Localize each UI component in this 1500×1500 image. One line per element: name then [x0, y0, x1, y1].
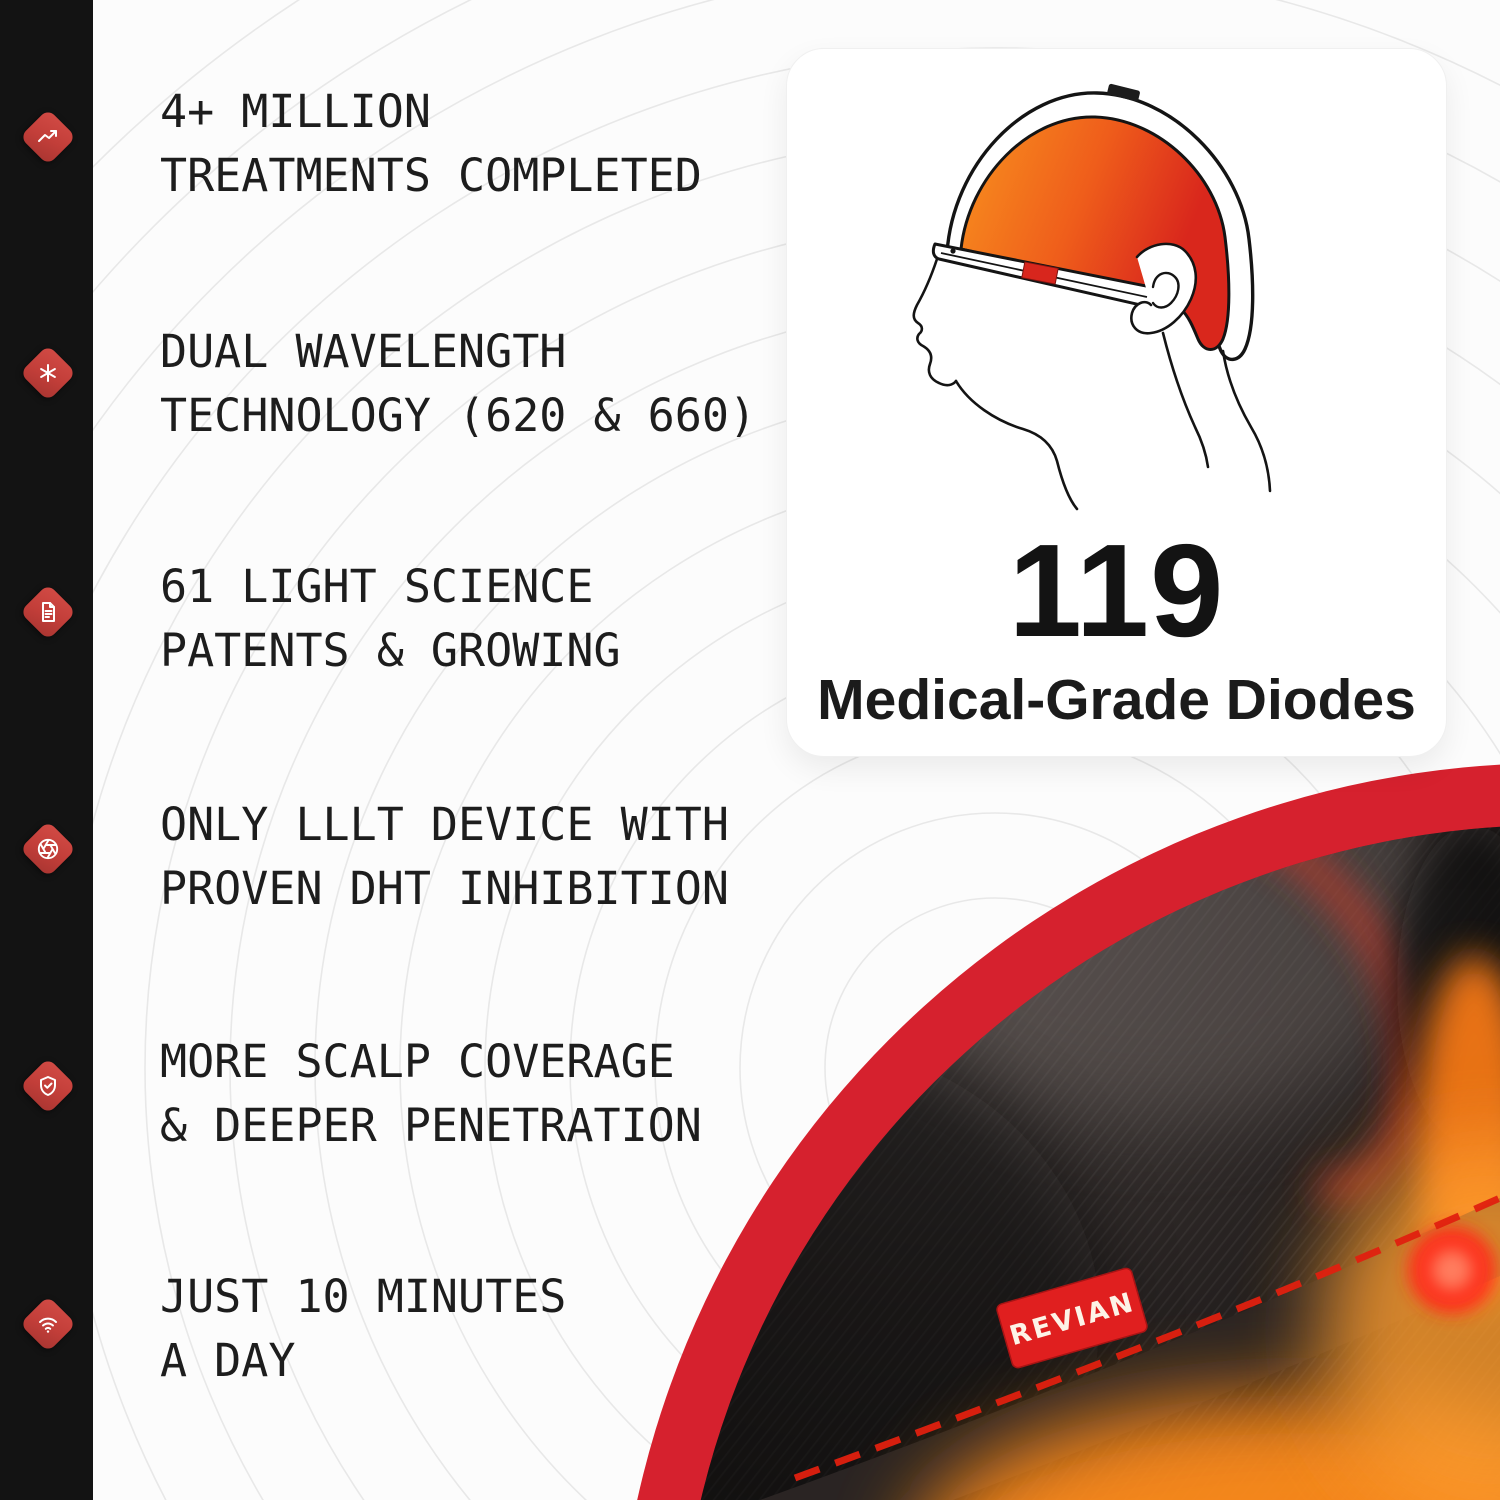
wifi-icon — [19, 1295, 77, 1353]
feature-minutes: JUST 10 MINUTES A DAY — [160, 1265, 566, 1393]
feature-treatments: 4+ MILLION TREATMENTS COMPLETED — [160, 80, 702, 208]
feature-line: TREATMENTS COMPLETED — [160, 149, 702, 202]
diodes-stat-card: 119 Medical-Grade Diodes — [786, 48, 1447, 757]
feature-line: & DEEPER PENETRATION — [160, 1099, 702, 1152]
head-helmet-illustration — [912, 83, 1272, 511]
feature-line: TECHNOLOGY (620 & 660) — [160, 389, 757, 442]
trending-up-icon — [19, 108, 77, 166]
feature-dht: ONLY LLLT DEVICE WITH PROVEN DHT INHIBIT… — [160, 793, 729, 921]
feature-line: PROVEN DHT INHIBITION — [160, 862, 729, 915]
feature-patents: 61 LIGHT SCIENCE PATENTS & GROWING — [160, 555, 621, 683]
feature-line: 61 LIGHT SCIENCE — [160, 560, 594, 613]
feature-line: JUST 10 MINUTES — [160, 1270, 567, 1323]
aperture-icon — [19, 820, 77, 878]
feature-line: MORE SCALP COVERAGE — [160, 1035, 675, 1088]
document-icon — [19, 583, 77, 641]
feature-line: ONLY LLLT DEVICE WITH — [160, 798, 729, 851]
shield-check-icon — [19, 1057, 77, 1115]
feature-coverage: MORE SCALP COVERAGE & DEEPER PENETRATION — [160, 1030, 702, 1158]
brand-tag: REVIAN — [996, 1267, 1148, 1369]
feature-line: A DAY — [160, 1334, 296, 1387]
feature-line: PATENTS & GROWING — [160, 624, 621, 677]
stitch-line — [793, 1194, 1500, 1482]
stat-value: 119 — [1008, 517, 1225, 664]
asterisk-icon — [19, 344, 77, 402]
feature-line: DUAL WAVELENGTH — [160, 325, 567, 378]
stat-label: Medical-Grade Diodes — [817, 668, 1416, 732]
feature-wavelength: DUAL WAVELENGTH TECHNOLOGY (620 & 660) — [160, 320, 756, 448]
icon-sidebar — [0, 0, 93, 1500]
feature-line: 4+ MILLION — [160, 85, 431, 138]
